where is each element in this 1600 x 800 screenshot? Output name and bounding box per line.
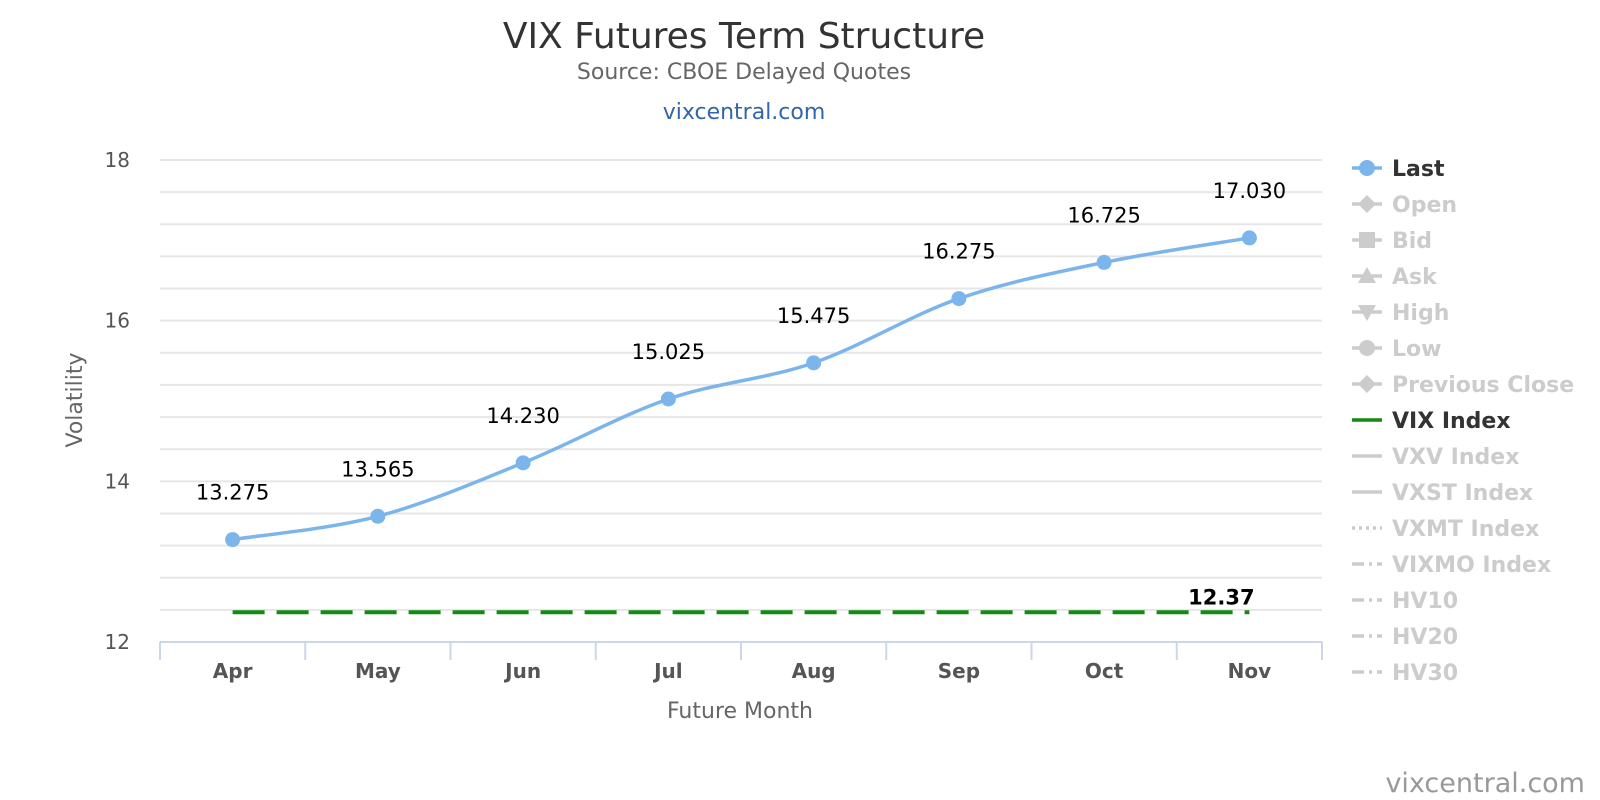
source-link[interactable]: vixcentral.com: [663, 100, 826, 125]
legend: Last Open Bid Ask High Low Previous Close VIX I…: [1352, 157, 1574, 686]
legend-item-vxv-index[interactable]: VXV Index: [1352, 445, 1519, 470]
legend-label: VXST Index: [1392, 481, 1533, 506]
x-tick-label: Oct: [1085, 659, 1124, 683]
legend-item-vxmt-index[interactable]: VXMT Index: [1352, 517, 1539, 542]
legend-item-ask[interactable]: Ask: [1352, 265, 1438, 290]
legend-item-hv20[interactable]: HV20: [1352, 625, 1458, 650]
legend-item-last[interactable]: Last: [1352, 157, 1445, 182]
y-tick-label: 14: [105, 469, 130, 493]
data-label: 16.725: [1067, 203, 1140, 227]
legend-label: VXV Index: [1392, 445, 1519, 470]
legend-symbol-circle: [1359, 340, 1375, 356]
legend-label: HV30: [1392, 661, 1458, 686]
legend-label: Bid: [1392, 229, 1432, 254]
x-tick-label: Apr: [213, 659, 253, 683]
data-label: 16.275: [922, 240, 995, 264]
legend-item-hv30[interactable]: HV30: [1352, 661, 1458, 686]
chart-title: VIX Futures Term Structure: [503, 16, 985, 57]
y-tick-label: 16: [105, 309, 130, 333]
chart-subtitle: Source: CBOE Delayed Quotes: [577, 60, 911, 85]
legend-symbol-triangle: [1358, 267, 1376, 283]
legend-label: Open: [1392, 193, 1457, 218]
x-tick-label: Jun: [503, 659, 541, 683]
grid-lines: [160, 159, 1322, 611]
data-label: 17.030: [1213, 179, 1286, 203]
legend-item-low[interactable]: Low: [1352, 337, 1441, 362]
x-tick-label: May: [355, 659, 401, 683]
legend-label: Low: [1392, 337, 1441, 362]
series-layer: [225, 230, 1257, 615]
data-label: 13.275: [196, 481, 269, 505]
x-tick-label: Aug: [792, 659, 836, 683]
legend-item-open[interactable]: Open: [1352, 193, 1457, 218]
data-point[interactable]: [951, 291, 967, 307]
legend-symbol-square: [1359, 232, 1375, 248]
data-label: 15.475: [777, 304, 850, 328]
x-tick-label: Jul: [652, 659, 683, 683]
legend-label: High: [1392, 301, 1449, 326]
y-axis-ticks: 12 14 16 18: [105, 148, 130, 654]
legend-item-vxst-index[interactable]: VXST Index: [1352, 481, 1533, 506]
data-point[interactable]: [806, 355, 822, 371]
legend-item-vix-index[interactable]: VIX Index: [1352, 409, 1511, 434]
y-axis-title: Volatility: [63, 352, 88, 447]
x-axis-title: Future Month: [667, 699, 813, 724]
data-point[interactable]: [225, 532, 241, 548]
data-labels: 13.275 13.565 14.230 15.025 15.475 16.275 16.7…: [196, 179, 1286, 609]
legend-label: HV20: [1392, 625, 1458, 650]
legend-item-bid[interactable]: Bid: [1352, 229, 1432, 254]
data-label: 15.025: [632, 340, 705, 364]
legend-symbol-triangle-down: [1358, 305, 1376, 321]
x-tick-label: Nov: [1228, 659, 1272, 683]
legend-symbol-diamond: [1358, 195, 1376, 213]
series-line-last[interactable]: [232, 236, 1250, 542]
legend-label: Last: [1392, 157, 1445, 182]
legend-item-vixmo-index[interactable]: VIXMO Index: [1352, 553, 1551, 578]
y-tick-label: 12: [105, 630, 130, 654]
chart-credit[interactable]: vixcentral.com: [1385, 768, 1585, 799]
legend-item-hv10[interactable]: HV10: [1352, 589, 1458, 614]
data-label-vix-index: 12.37: [1188, 585, 1254, 609]
legend-symbol-circle: [1359, 160, 1375, 176]
data-point[interactable]: [1241, 230, 1257, 246]
data-point[interactable]: [660, 391, 676, 407]
data-label: 14.230: [486, 404, 559, 428]
y-tick-label: 18: [105, 148, 130, 172]
legend-label: Previous Close: [1392, 373, 1574, 398]
data-label: 13.565: [341, 457, 414, 481]
data-point[interactable]: [370, 508, 386, 524]
legend-item-previous-close[interactable]: Previous Close: [1352, 373, 1574, 398]
x-tick-label: Sep: [938, 659, 980, 683]
legend-symbol-diamond: [1358, 375, 1376, 393]
legend-label: Ask: [1392, 265, 1438, 290]
legend-label: VXMT Index: [1392, 517, 1539, 542]
legend-label: VIXMO Index: [1392, 553, 1551, 578]
legend-label: VIX Index: [1392, 409, 1511, 434]
data-point[interactable]: [1096, 254, 1112, 270]
legend-label: HV10: [1392, 589, 1458, 614]
x-axis: Apr May Jun Jul Aug Sep Oct Nov: [159, 641, 1323, 683]
legend-item-high[interactable]: High: [1352, 301, 1449, 326]
data-point[interactable]: [515, 455, 531, 471]
